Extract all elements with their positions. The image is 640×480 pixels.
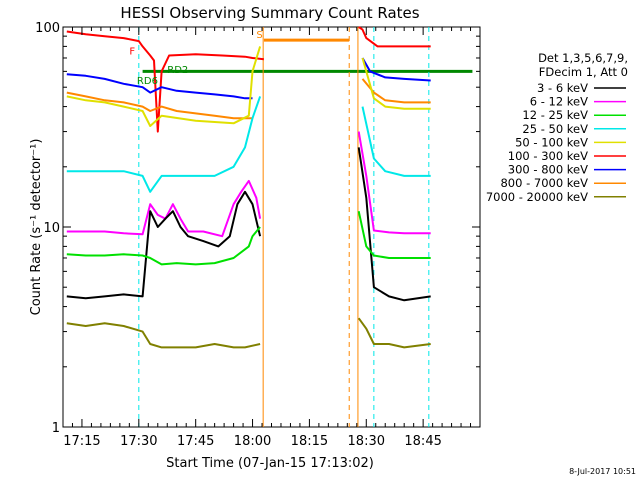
footer-stamp: 8-Jul-2017 10:51 [569, 467, 636, 476]
legend-label-6-12-kev: 6 - 12 keV [530, 95, 588, 109]
series-100-300-kev [66, 26, 431, 133]
y-tick-label: 1 [52, 421, 60, 436]
legend-label-100-300-kev: 100 - 300 keV [508, 149, 588, 163]
x-tick-label: 17:45 [177, 434, 214, 449]
y-tick-label: 100 [35, 21, 60, 36]
chart-title: HESSI Observing Summary Count Rates [120, 4, 419, 22]
series-3-6-kev [66, 147, 431, 302]
vertical-marker-lines [138, 27, 430, 427]
x-tick-label: 17:15 [63, 434, 100, 449]
x-axis: 17:15 17:30 17:45 18:00 18:15 18:30 18:45 [62, 27, 481, 449]
legend-label-3-6-kev: 3 - 6 keV [537, 81, 588, 95]
y-tick-label: 10 [43, 221, 60, 236]
plot-area: F RD2 RD6 S [62, 26, 481, 428]
annotations: F RD2 RD6 S [129, 30, 262, 87]
x-tick-label: 18:30 [348, 434, 385, 449]
legend: Det 1,3,5,6,7,9,FDecim 1, Att 0 3 - 6 keV… [486, 51, 628, 204]
y-axis: 1 10 100 [35, 21, 480, 436]
legend-header-line: FDecim 1, Att 0 [539, 65, 628, 79]
x-tick-label: 18:15 [291, 434, 328, 449]
annotation-s: S [256, 30, 262, 41]
x-tick-label: 18:45 [404, 434, 441, 449]
series-50-100-kev [66, 46, 431, 127]
series-12-25-kev [66, 210, 431, 266]
legend-label-7000-20000-kev: 7000 - 20000 keV [486, 190, 588, 204]
series-25-50-kev [66, 96, 431, 193]
series-lines [66, 26, 431, 349]
legend-label-25-50-kev: 25 - 50 keV [522, 122, 588, 136]
plot-frame [62, 26, 481, 428]
legend-label-300-800-kev: 300 - 800 keV [508, 163, 588, 177]
series-7000-20000-kev [66, 317, 431, 349]
legend-label-800-7000-kev: 800 - 7000 keV [500, 176, 588, 190]
annotation-rd6: RD6 [137, 76, 158, 87]
x-tick-label: 17:30 [120, 434, 157, 449]
legend-label-50-100-kev: 50 - 100 keV [515, 135, 588, 149]
x-tick-label: 18:00 [234, 434, 271, 449]
series-300-800-kev [66, 57, 431, 100]
annotation-f: F [129, 46, 135, 57]
legend-header-line: Det 1,3,5,6,7,9, [538, 51, 628, 65]
y-axis-label: Count Rate (s⁻¹ detector⁻¹) [29, 139, 44, 316]
annotation-rd2: RD2 [167, 65, 188, 76]
legend-label-12-25-kev: 12 - 25 keV [522, 108, 588, 122]
series-6-12-kev [66, 131, 431, 238]
x-axis-label: Start Time (07-Jan-15 17:13:02) [166, 456, 374, 471]
